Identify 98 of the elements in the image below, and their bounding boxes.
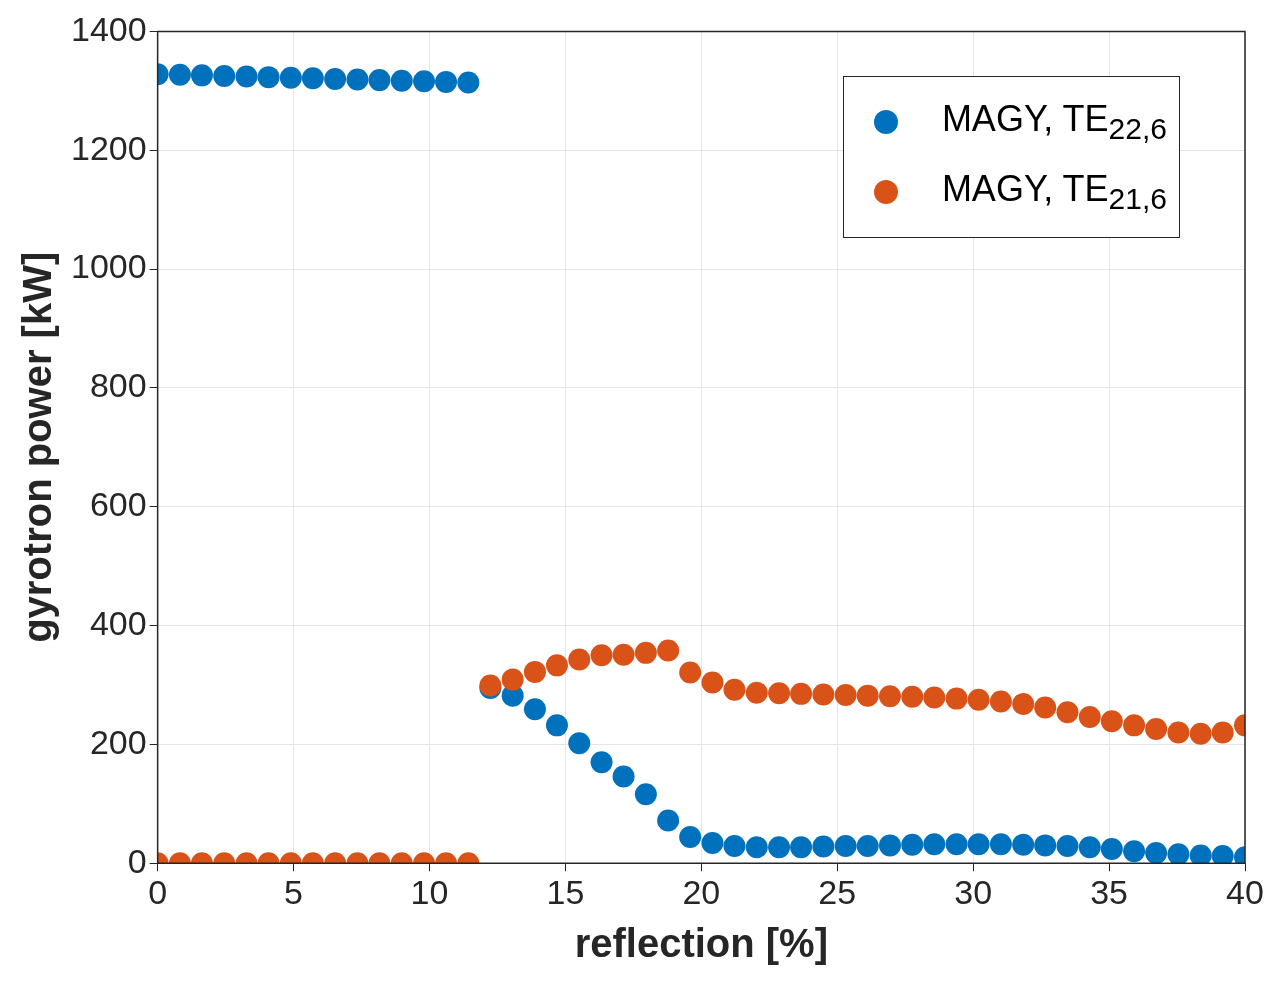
point <box>679 826 702 849</box>
point <box>945 833 968 856</box>
point <box>1123 714 1146 737</box>
point <box>989 690 1012 713</box>
point <box>545 714 568 737</box>
point <box>723 834 746 857</box>
point <box>612 765 635 788</box>
point <box>168 63 191 86</box>
x-tick-label: 40 <box>1226 872 1264 911</box>
point <box>1189 722 1212 745</box>
point <box>612 643 635 666</box>
point <box>590 644 613 667</box>
point <box>457 71 480 94</box>
point <box>368 69 391 92</box>
y-tick-label: 1400 <box>71 9 147 48</box>
point <box>257 66 280 89</box>
point <box>834 834 857 857</box>
point <box>1145 717 1168 740</box>
point <box>1167 843 1190 864</box>
point <box>878 685 901 708</box>
point <box>679 661 702 684</box>
point <box>723 678 746 701</box>
y-tick-label: 1000 <box>71 247 147 286</box>
point <box>590 751 613 774</box>
point <box>501 668 524 691</box>
point <box>435 70 458 93</box>
point <box>856 684 879 707</box>
point <box>346 68 369 91</box>
x-tick-label: 30 <box>954 872 993 911</box>
point <box>1078 706 1101 729</box>
x-tick-label: 20 <box>682 872 721 911</box>
point <box>812 835 835 858</box>
point <box>901 685 924 708</box>
point <box>1056 834 1079 857</box>
point <box>812 683 835 706</box>
point <box>1034 834 1057 857</box>
point <box>213 64 236 87</box>
point <box>923 686 946 709</box>
x-axis-title: reflection [%] <box>574 921 828 966</box>
point <box>657 639 680 662</box>
point <box>568 648 591 671</box>
point <box>568 732 591 755</box>
legend-label: MAGY, TE$_{22,6}$ <box>941 98 1167 147</box>
point <box>1145 842 1168 864</box>
y-tick-label: 400 <box>89 603 147 642</box>
y-tick-label: 0 <box>127 841 147 880</box>
point <box>413 70 436 93</box>
point <box>878 834 901 857</box>
point <box>790 836 813 859</box>
point <box>923 833 946 856</box>
point <box>390 69 413 92</box>
point <box>523 698 546 721</box>
point <box>1167 721 1190 744</box>
x-tick-label: 15 <box>546 872 585 911</box>
point <box>1034 696 1057 719</box>
point <box>745 681 768 704</box>
point <box>190 64 213 87</box>
point <box>768 836 791 859</box>
point <box>1078 836 1101 859</box>
point <box>1012 692 1035 715</box>
point <box>1012 833 1035 856</box>
point <box>545 654 568 677</box>
x-tick-label: 10 <box>410 872 449 911</box>
legend-label: MAGY, TE$_{21,6}$ <box>941 168 1167 217</box>
point <box>1056 701 1079 724</box>
point <box>901 833 924 856</box>
point <box>856 834 879 857</box>
point <box>301 67 324 90</box>
point <box>989 833 1012 856</box>
point <box>235 65 258 88</box>
point <box>1211 721 1234 744</box>
point <box>279 66 302 89</box>
y-tick-label: 800 <box>89 366 147 405</box>
y-axis-title: gyrotron power [kW] <box>15 251 60 643</box>
point <box>768 682 791 705</box>
point <box>523 660 546 683</box>
point <box>1123 840 1146 863</box>
point <box>967 688 990 711</box>
point <box>967 833 990 856</box>
point <box>945 687 968 710</box>
point <box>657 809 680 832</box>
point <box>834 684 857 707</box>
y-tick-label: 200 <box>89 722 147 761</box>
x-tick-label: 5 <box>284 872 304 911</box>
point <box>324 67 347 90</box>
point <box>634 641 657 664</box>
x-tick-label: 25 <box>818 872 857 911</box>
point <box>1189 844 1212 864</box>
point <box>1100 837 1123 860</box>
y-tick-label: 600 <box>89 485 147 524</box>
point <box>790 682 813 705</box>
point <box>1100 710 1123 733</box>
x-tick-label: 35 <box>1090 872 1128 911</box>
point <box>701 671 724 694</box>
point <box>701 832 724 854</box>
y-tick-label: 1200 <box>71 128 147 167</box>
point <box>745 836 768 859</box>
point <box>634 783 657 806</box>
